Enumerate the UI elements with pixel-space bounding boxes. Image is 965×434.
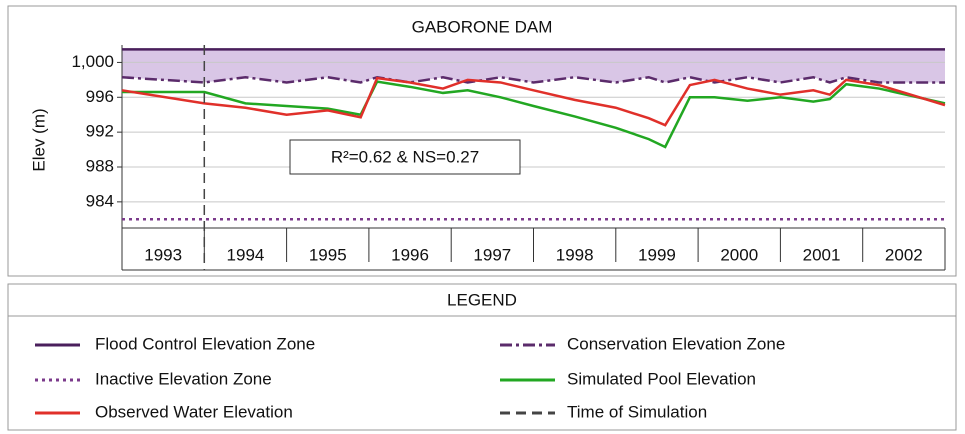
legend-label: Flood Control Elevation Zone xyxy=(95,334,315,353)
legend-title: LEGEND xyxy=(447,290,517,309)
x-tick-label: 1998 xyxy=(556,245,594,264)
legend-label: Observed Water Elevation xyxy=(95,402,293,421)
y-tick-label: 1,000 xyxy=(71,52,114,71)
y-tick-label: 988 xyxy=(86,156,114,175)
series-line xyxy=(121,75,945,84)
annotation: R²=0.62 & NS=0.27 xyxy=(331,147,479,166)
x-tick-label: 1999 xyxy=(638,245,676,264)
legend-label: Conservation Elevation Zone xyxy=(567,334,785,353)
y-tick-label: 984 xyxy=(86,191,114,210)
series-line xyxy=(121,76,946,127)
x-tick-label: 2001 xyxy=(803,245,841,264)
series-line xyxy=(122,80,946,149)
y-tick-label: 996 xyxy=(86,87,114,106)
legend-panel xyxy=(7,283,957,431)
x-tick-label: 2000 xyxy=(720,245,758,264)
chart-title: GABORONE DAM xyxy=(412,17,553,36)
x-tick-label: 1994 xyxy=(227,245,265,264)
legend-label: Time of Simulation xyxy=(567,402,707,421)
x-tick-label: 1997 xyxy=(473,245,511,264)
y-axis-label: Elev (m) xyxy=(29,108,48,171)
legend-label: Inactive Elevation Zone xyxy=(95,369,272,388)
x-tick-label: 1995 xyxy=(309,245,347,264)
y-tick-label: 992 xyxy=(86,122,114,141)
annotation-box xyxy=(289,139,521,175)
x-tick-label: 2002 xyxy=(885,245,923,264)
conservation-band xyxy=(122,49,945,83)
x-tick-label: 1996 xyxy=(391,245,429,264)
legend-label: Simulated Pool Elevation xyxy=(567,369,756,388)
x-tick-label: 1993 xyxy=(144,245,182,264)
